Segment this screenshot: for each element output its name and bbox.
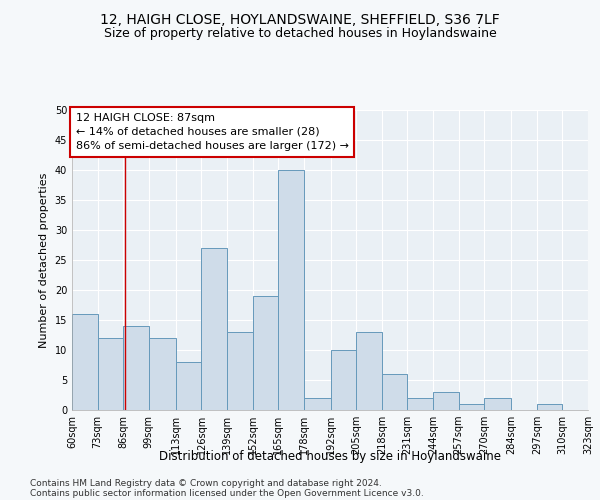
Text: Distribution of detached houses by size in Hoylandswaine: Distribution of detached houses by size … xyxy=(159,450,501,463)
Bar xyxy=(407,398,433,410)
Text: 12 HAIGH CLOSE: 87sqm
← 14% of detached houses are smaller (28)
86% of semi-deta: 12 HAIGH CLOSE: 87sqm ← 14% of detached … xyxy=(76,113,349,151)
Bar xyxy=(537,404,562,410)
Bar xyxy=(72,314,98,410)
Text: 12, HAIGH CLOSE, HOYLANDSWAINE, SHEFFIELD, S36 7LF: 12, HAIGH CLOSE, HOYLANDSWAINE, SHEFFIEL… xyxy=(100,12,500,26)
Text: Contains HM Land Registry data © Crown copyright and database right 2024.: Contains HM Land Registry data © Crown c… xyxy=(30,478,382,488)
Bar xyxy=(123,326,149,410)
Bar xyxy=(202,248,227,410)
Bar xyxy=(382,374,407,410)
Bar xyxy=(304,398,331,410)
Bar xyxy=(253,296,278,410)
Text: Size of property relative to detached houses in Hoylandswaine: Size of property relative to detached ho… xyxy=(104,28,496,40)
Bar xyxy=(98,338,123,410)
Bar xyxy=(484,398,511,410)
Bar xyxy=(149,338,176,410)
Bar xyxy=(227,332,253,410)
Bar xyxy=(433,392,458,410)
Bar xyxy=(278,170,304,410)
Bar xyxy=(331,350,356,410)
Y-axis label: Number of detached properties: Number of detached properties xyxy=(39,172,49,348)
Bar xyxy=(458,404,484,410)
Text: Contains public sector information licensed under the Open Government Licence v3: Contains public sector information licen… xyxy=(30,488,424,498)
Bar xyxy=(356,332,382,410)
Bar xyxy=(176,362,202,410)
